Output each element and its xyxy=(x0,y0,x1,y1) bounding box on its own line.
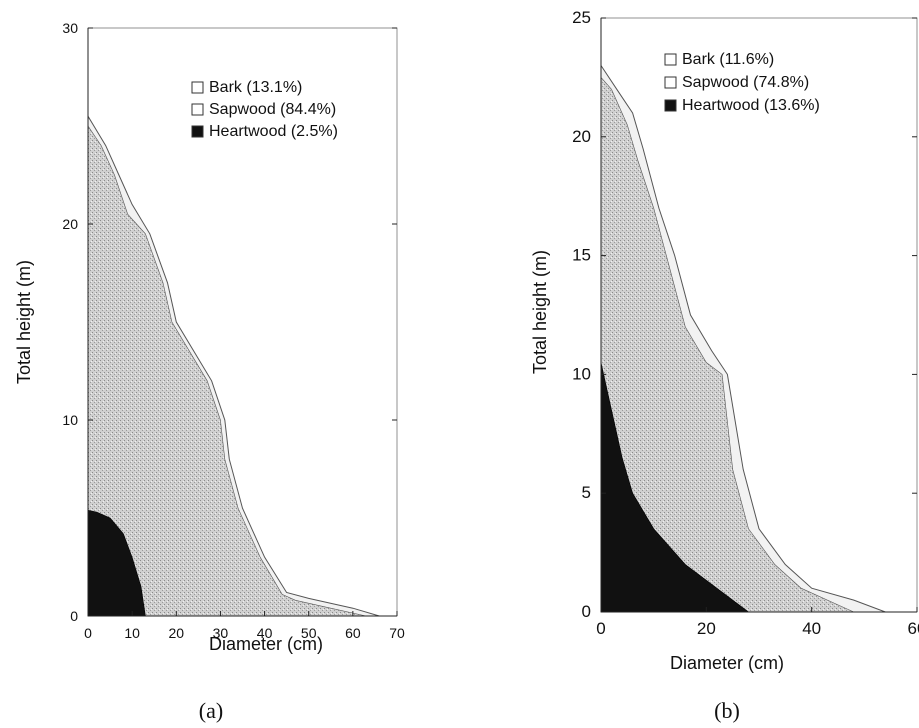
legend-swatch-a xyxy=(191,81,204,94)
panel-a: 0 10 20 30 40 50 60 70 0 10 20 30 Bark (13.1%) Sapwo… xyxy=(14,20,405,723)
y-tick-label-a: 10 xyxy=(62,412,78,428)
x-axis-label-b: Diameter (cm) xyxy=(670,653,784,673)
y-tick-label-b: 15 xyxy=(572,246,591,265)
x-tick-label-a: 10 xyxy=(124,625,140,641)
panel-label-b: (b) xyxy=(714,698,740,723)
legend-label-a: Sapwood (84.4%) xyxy=(209,101,336,118)
x-tick-label-b: 20 xyxy=(697,619,716,638)
x-tick-label-b: 0 xyxy=(596,619,605,638)
legend-label-a: Bark (13.1%) xyxy=(209,79,302,96)
y-tick-label-b: 25 xyxy=(572,8,591,27)
x-tick-label-b: 60 xyxy=(908,619,919,638)
legend-swatch-a xyxy=(191,103,204,116)
legend-b: Bark (11.6%) Sapwood (74.8%) Heartwood (13… xyxy=(664,51,820,114)
area-sapwood-a xyxy=(87,125,367,617)
x-tick-label-a: 0 xyxy=(84,625,92,641)
x-tick-label-a: 60 xyxy=(345,625,361,641)
legend-a: Bark (13.1%) Sapwood (84.4%) Heartwood (2.… xyxy=(191,79,338,140)
x-tick-label-a: 20 xyxy=(168,625,184,641)
panel-label-a: (a) xyxy=(199,698,223,723)
x-tick-label-a: 30 xyxy=(213,625,229,641)
x-tick-label-b: 40 xyxy=(802,619,821,638)
y-tick-label-b: 5 xyxy=(582,483,591,502)
legend-swatch-b xyxy=(664,53,677,66)
y-tick-label-b: 10 xyxy=(572,364,591,383)
legend-swatch-a xyxy=(191,125,204,138)
y-axis-label-b: Total height (m) xyxy=(530,250,550,374)
panel-b: 0 20 40 60 0 5 10 15 20 25 Bark (11.6%) Sapwood (7… xyxy=(530,8,919,723)
area-heartwood-b xyxy=(600,362,750,613)
area-sapwood-b xyxy=(600,76,854,613)
legend-label-b: Heartwood (13.6%) xyxy=(682,97,820,114)
area-heartwood-a xyxy=(87,509,146,617)
legend-label-b: Sapwood (74.8%) xyxy=(682,74,809,91)
y-axis-label-a: Total height (m) xyxy=(14,260,34,384)
y-tick-label-a: 20 xyxy=(62,216,78,232)
legend-swatch-b xyxy=(664,99,677,112)
y-tick-label-a: 30 xyxy=(62,20,78,36)
x-axis-label-a: Diameter (cm) xyxy=(209,634,323,654)
x-tick-label-a: 40 xyxy=(257,625,273,641)
legend-label-a: Heartwood (2.5%) xyxy=(209,123,338,140)
legend-label-b: Bark (11.6%) xyxy=(682,51,774,68)
x-tick-label-a: 70 xyxy=(389,625,405,641)
legend-swatch-b xyxy=(664,76,677,89)
y-tick-label-b: 0 xyxy=(582,602,591,621)
x-tick-label-a: 50 xyxy=(301,625,317,641)
y-tick-label-b: 20 xyxy=(572,127,591,146)
y-tick-label-a: 0 xyxy=(70,608,78,624)
